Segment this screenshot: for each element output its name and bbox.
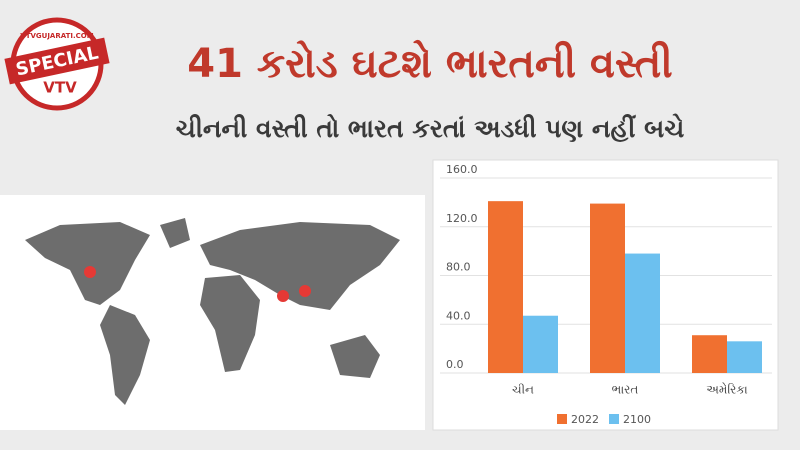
pin [277,290,289,302]
logo-brand: VTV [43,79,77,97]
x-tick-label: ચીન [512,383,534,397]
logo: VTVGUJARATI.COM SPECIAL VTV [4,17,110,111]
map-pins [84,266,311,302]
bar [692,335,727,373]
headline: 41 કરોડ ઘટશે ભારતની વસ્તી [187,40,672,87]
y-tick-label: 40.0 [446,309,471,322]
y-tick-label: 120.0 [446,212,478,225]
world-map [0,195,425,430]
y-tick-label: 0.0 [446,358,464,371]
bar [590,203,625,373]
bar [488,201,523,373]
subheadline: ચીનની વસ્તી તો ભારત કરતાં અડધી પણ નહીં બ… [176,114,684,143]
legend-swatch [557,414,567,424]
map-land [25,222,150,305]
pin [299,285,311,297]
y-tick-label: 160.0 [446,163,478,176]
x-tick-label: ભારત [612,383,639,397]
bar [523,315,558,373]
map-land [100,305,150,405]
legend-label: 2100 [623,413,651,426]
logo-site: VTVGUJARATI.COM [20,32,93,40]
map-land [160,218,190,248]
pin [84,266,96,278]
map-land [200,275,260,372]
map-land [330,335,380,378]
logo-banner [4,37,110,85]
bar [727,341,762,373]
legend-swatch [609,414,619,424]
legend-label: 2022 [571,413,599,426]
x-tick-label: અમેરિકા [706,382,748,396]
bar [625,253,660,373]
map-land [200,222,400,310]
y-tick-label: 80.0 [446,261,471,274]
